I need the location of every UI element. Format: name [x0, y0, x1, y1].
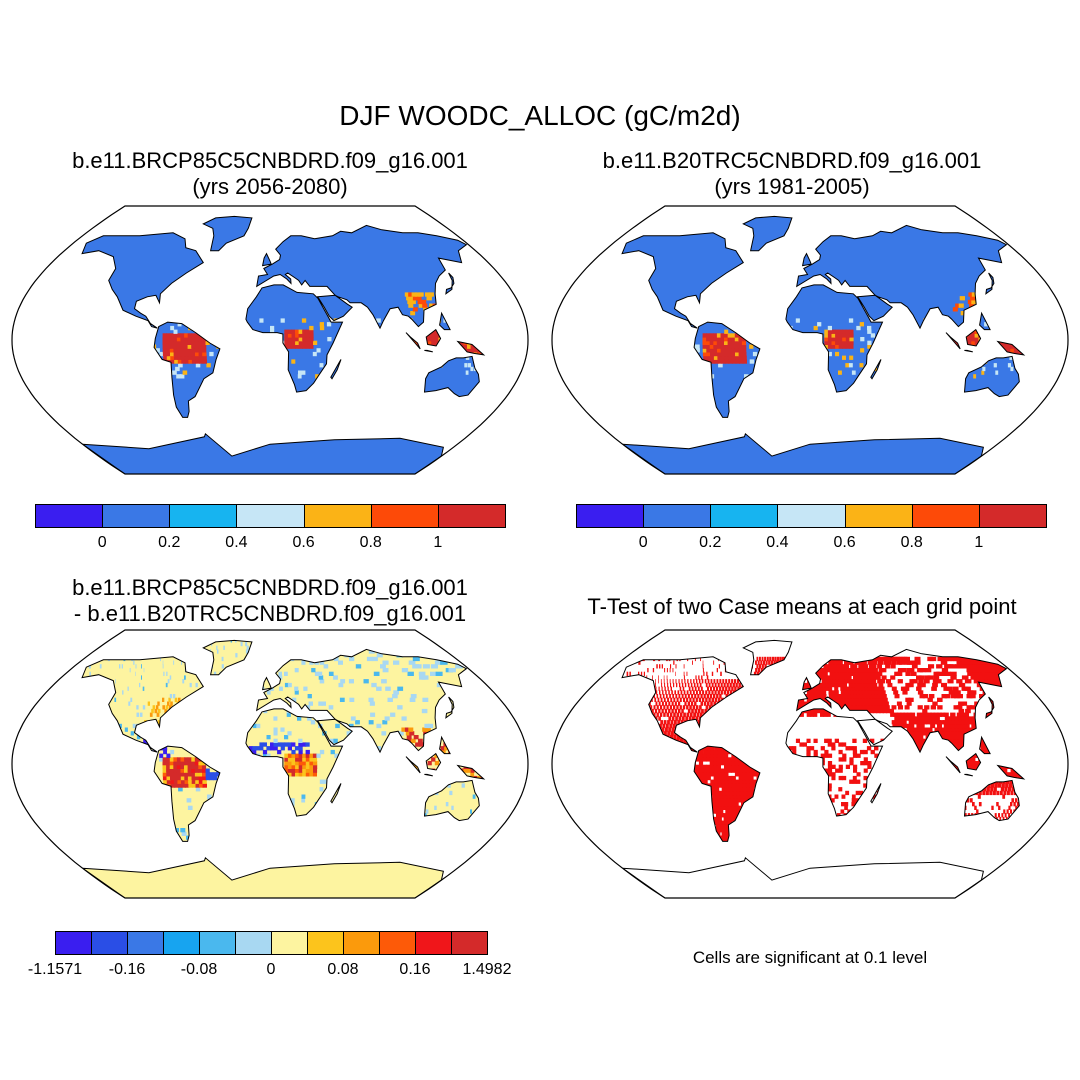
colorbar-tick-label: -0.08	[180, 961, 218, 978]
colorbar-swatch	[576, 504, 645, 528]
colorbar-tick-label: 1.4982	[462, 961, 512, 978]
colorbar-swatch	[844, 504, 913, 528]
colorbar-swatch	[415, 931, 452, 955]
colorbar-tick-label: 0.4	[225, 534, 248, 551]
map-coastlines	[80, 215, 486, 474]
panel-title-line: T-Test of two Case means at each grid po…	[587, 594, 1017, 619]
colorbar-tick-label: 0.6	[833, 534, 856, 551]
colorbar-swatch	[370, 504, 439, 528]
colorbar-tick-label: 0	[266, 961, 276, 978]
map-coastlines	[620, 639, 1026, 898]
colorbar-swatch	[379, 931, 416, 955]
colorbar-swatch	[169, 504, 238, 528]
colorbar-swatch	[102, 504, 171, 528]
panel-title-top-right: b.e11.B20TRC5CNBDRD.f09_g16.001 (yrs 198…	[552, 148, 1032, 200]
colorbar-tick-label: 0.4	[766, 534, 789, 551]
colorbar-swatch	[55, 931, 92, 955]
footnote-significance: Cells are significant at 0.1 level	[692, 948, 928, 967]
figure-title: DJF WOODC_ALLOC (gC/m2d)	[339, 100, 741, 131]
map-border	[551, 629, 1069, 899]
colorbar-tick-label: 0	[638, 534, 648, 551]
map-land	[622, 216, 1024, 474]
colorbar-tick-label: 0.2	[158, 534, 181, 551]
colorbar-swatch	[127, 931, 164, 955]
colorbar-tick-label: 0.8	[900, 534, 923, 551]
colorbar-swatch	[271, 931, 308, 955]
panel-title-line: - b.e11.B20TRC5CNBDRD.f09_g16.001	[73, 601, 467, 626]
map-bottom-right	[551, 629, 1069, 899]
colorbar-tick-label: 0.08	[327, 961, 359, 978]
map-bottom-left	[11, 629, 529, 899]
map-top-left	[11, 205, 529, 475]
colorbar-swatch	[911, 504, 980, 528]
colorbar-swatch	[343, 931, 380, 955]
panel-title-top-left: b.e11.BRCP85C5CNBDRD.f09_g16.001 (yrs 20…	[30, 148, 510, 200]
colorbar-top-right: 0 0.2 0.4 0.6 0.8 1	[576, 504, 1047, 554]
colorbar-swatch	[643, 504, 712, 528]
panel-title-line: (yrs 1981-2005)	[714, 174, 870, 199]
colorbar-swatch	[235, 931, 272, 955]
colorbar-swatch	[777, 504, 846, 528]
colorbar-tick-label: -0.16	[108, 961, 146, 978]
colorbar-swatch	[35, 504, 104, 528]
colorbar-swatch	[199, 931, 236, 955]
map-border	[11, 205, 529, 475]
map-border	[551, 205, 1069, 475]
map-coastlines	[80, 639, 486, 898]
colorbar-tick-label: -1.1571	[27, 961, 83, 978]
colorbar-tick-label: 0	[97, 534, 107, 551]
colorbar-swatch	[307, 931, 344, 955]
colorbar-top-left: 0 0.2 0.4 0.6 0.8 1	[35, 504, 506, 554]
colorbar-bottom-left: -1.1571 -0.16 -0.08 0 0.08 0.16 1.4982	[28, 931, 511, 981]
colorbar-tick-label: 0.6	[292, 534, 315, 551]
colorbar-tick-label: 0.8	[359, 534, 382, 551]
panel-title-line: b.e11.B20TRC5CNBDRD.f09_g16.001	[602, 148, 982, 173]
map-border	[11, 629, 529, 899]
colorbar-swatch	[236, 504, 305, 528]
colorbar-tick-label: 1	[974, 534, 984, 551]
colorbar-tick-label: 0.16	[399, 961, 431, 978]
colorbar-tick-label: 0.2	[699, 534, 722, 551]
map-coastlines	[620, 215, 1026, 474]
colorbar-swatch	[978, 504, 1047, 528]
map-land	[82, 216, 484, 474]
colorbar-tick-label: 1	[433, 534, 443, 551]
panel-title-line: b.e11.BRCP85C5CNBDRD.f09_g16.001	[72, 575, 468, 600]
colorbar-swatch	[437, 504, 506, 528]
colorbar-swatch	[303, 504, 372, 528]
colorbar-swatch	[163, 931, 200, 955]
panel-title-bottom-right: T-Test of two Case means at each grid po…	[552, 594, 1052, 620]
colorbar-swatch	[91, 931, 128, 955]
panel-title-bottom-left: b.e11.BRCP85C5CNBDRD.f09_g16.001 - b.e11…	[30, 575, 510, 627]
colorbar-swatch	[710, 504, 779, 528]
panel-title-line: (yrs 2056-2080)	[192, 174, 348, 199]
panel-title-line: b.e11.BRCP85C5CNBDRD.f09_g16.001	[72, 148, 468, 173]
colorbar-swatch	[451, 931, 488, 955]
map-top-right	[551, 205, 1069, 475]
